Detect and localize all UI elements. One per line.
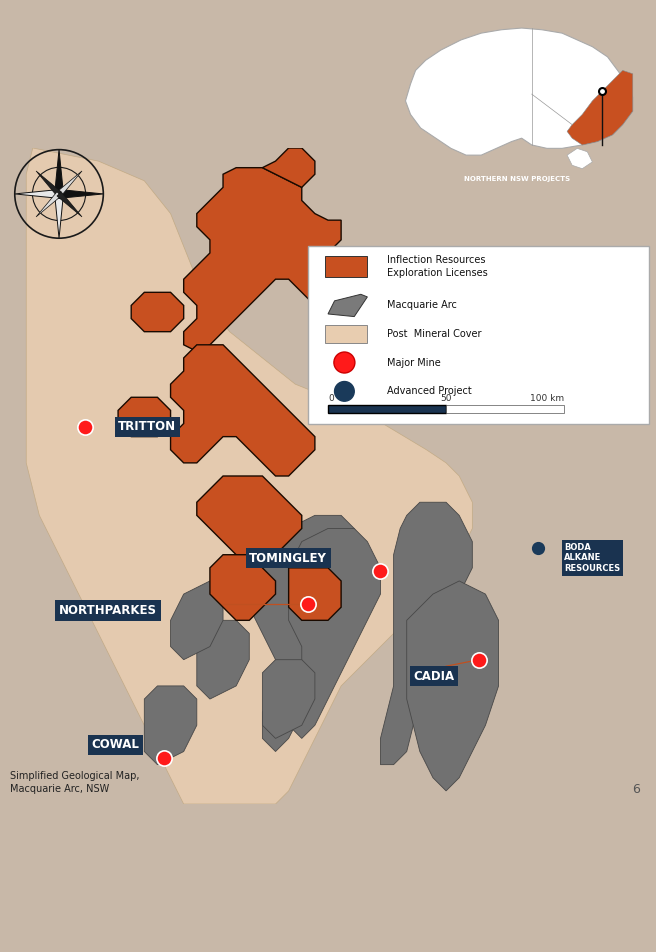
FancyBboxPatch shape — [328, 406, 446, 413]
Polygon shape — [184, 168, 354, 351]
Circle shape — [335, 382, 354, 401]
Text: NORTHERN NSW PROJECTS: NORTHERN NSW PROJECTS — [464, 176, 569, 182]
Polygon shape — [197, 621, 249, 699]
Text: TOMINGLEY: TOMINGLEY — [249, 551, 327, 565]
Polygon shape — [567, 149, 592, 169]
Text: Post  Mineral Cover: Post Mineral Cover — [387, 328, 482, 339]
Polygon shape — [14, 189, 59, 198]
Text: Major Mine: Major Mine — [387, 358, 441, 367]
Polygon shape — [407, 581, 499, 791]
Polygon shape — [380, 503, 472, 764]
Text: 100 km: 100 km — [530, 393, 564, 403]
Polygon shape — [171, 345, 315, 476]
Polygon shape — [54, 149, 64, 194]
Polygon shape — [59, 189, 104, 198]
Text: Simplified Geological Map,
Macquarie Arc, NSW: Simplified Geological Map, Macquarie Arc… — [10, 771, 139, 794]
Text: TRITTON: TRITTON — [118, 420, 176, 433]
Polygon shape — [289, 528, 380, 739]
FancyBboxPatch shape — [325, 256, 367, 277]
Text: Macquarie Arc: Macquarie Arc — [387, 300, 457, 309]
Text: Inflection Resources
Exploration Licenses: Inflection Resources Exploration License… — [387, 255, 488, 278]
Polygon shape — [405, 28, 633, 155]
Polygon shape — [118, 397, 171, 437]
Polygon shape — [171, 581, 223, 660]
Circle shape — [334, 352, 355, 373]
Polygon shape — [262, 660, 315, 739]
Text: 50: 50 — [440, 393, 452, 403]
Polygon shape — [236, 515, 367, 751]
Text: BODA
ALKANE
RESOURCES: BODA ALKANE RESOURCES — [564, 543, 621, 573]
Text: Advanced Project: Advanced Project — [387, 387, 472, 396]
Text: CADIA: CADIA — [413, 669, 455, 683]
FancyBboxPatch shape — [446, 406, 564, 413]
Polygon shape — [36, 171, 61, 196]
Polygon shape — [26, 148, 472, 804]
Polygon shape — [567, 70, 633, 145]
Polygon shape — [262, 148, 315, 188]
Polygon shape — [36, 192, 61, 217]
Polygon shape — [144, 686, 197, 764]
Polygon shape — [131, 292, 184, 331]
Polygon shape — [328, 294, 367, 317]
Polygon shape — [210, 555, 276, 621]
FancyBboxPatch shape — [308, 247, 649, 424]
Polygon shape — [289, 567, 341, 621]
Polygon shape — [57, 192, 82, 217]
Text: NORTHPARKES: NORTHPARKES — [59, 604, 157, 617]
FancyBboxPatch shape — [325, 326, 367, 344]
Text: 6: 6 — [632, 783, 640, 796]
Polygon shape — [54, 194, 64, 238]
Polygon shape — [57, 171, 82, 196]
Text: 0: 0 — [328, 393, 334, 403]
Polygon shape — [197, 476, 302, 567]
Text: COWAL: COWAL — [92, 739, 140, 751]
